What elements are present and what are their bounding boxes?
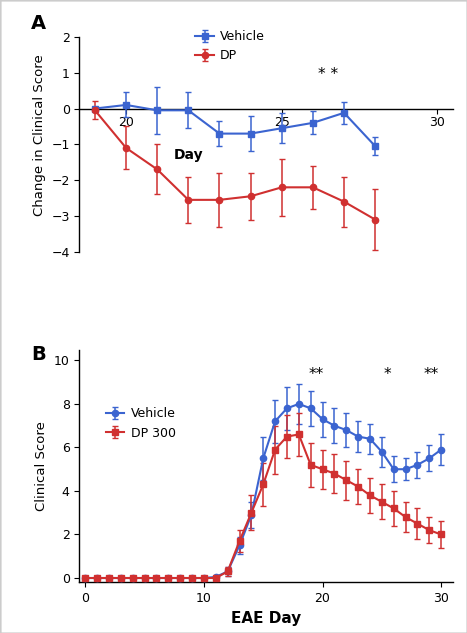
Text: * *: * * <box>318 66 339 82</box>
Text: *: * <box>384 367 391 382</box>
Text: **: ** <box>309 367 324 382</box>
Legend: Vehicle, DP 300: Vehicle, DP 300 <box>100 403 181 444</box>
Text: B: B <box>31 345 46 364</box>
Text: Day: Day <box>174 148 203 162</box>
Y-axis label: Clinical Score: Clinical Score <box>35 421 48 511</box>
X-axis label: EAE Day: EAE Day <box>231 611 301 625</box>
Y-axis label: Change in Clinical Score: Change in Clinical Score <box>33 54 46 216</box>
Legend: Vehicle, DP: Vehicle, DP <box>190 25 270 68</box>
Text: A: A <box>31 15 46 34</box>
Text: **: ** <box>424 367 439 382</box>
